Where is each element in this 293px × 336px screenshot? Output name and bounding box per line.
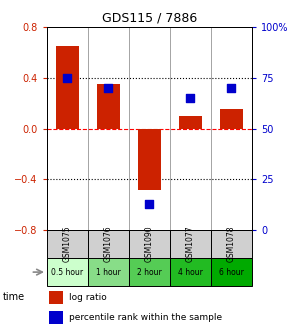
Point	[147, 201, 152, 206]
FancyBboxPatch shape	[170, 230, 211, 258]
Text: GSM1076: GSM1076	[104, 226, 113, 262]
Bar	[49, 311, 63, 324]
FancyBboxPatch shape	[88, 230, 129, 258]
Text: percentile rank within the sample: percentile rank within the sample	[69, 313, 223, 322]
Point	[229, 85, 234, 91]
FancyBboxPatch shape	[88, 258, 129, 286]
Bar	[179, 116, 202, 129]
FancyBboxPatch shape	[211, 258, 252, 286]
Bar	[138, 129, 161, 190]
Point	[106, 85, 111, 91]
FancyBboxPatch shape	[211, 230, 252, 258]
FancyBboxPatch shape	[129, 230, 170, 258]
Text: log ratio: log ratio	[69, 293, 107, 302]
Bar	[56, 46, 79, 129]
Text: time: time	[3, 292, 25, 302]
Text: 1 hour: 1 hour	[96, 267, 121, 277]
Text: 2 hour: 2 hour	[137, 267, 162, 277]
Bar	[49, 291, 63, 304]
Text: 4 hour: 4 hour	[178, 267, 203, 277]
Text: GSM1078: GSM1078	[227, 226, 236, 262]
Bar	[220, 110, 243, 129]
FancyBboxPatch shape	[47, 258, 88, 286]
Text: GSM1075: GSM1075	[63, 226, 72, 262]
FancyBboxPatch shape	[170, 258, 211, 286]
Text: GSM1077: GSM1077	[186, 226, 195, 262]
Title: GDS115 / 7886: GDS115 / 7886	[102, 11, 197, 24]
Text: 6 hour: 6 hour	[219, 267, 244, 277]
Point	[65, 75, 70, 80]
Text: 0.5 hour: 0.5 hour	[51, 267, 84, 277]
FancyBboxPatch shape	[47, 230, 88, 258]
Point	[188, 95, 193, 101]
Text: GSM1090: GSM1090	[145, 226, 154, 262]
Bar	[97, 84, 120, 129]
FancyBboxPatch shape	[129, 258, 170, 286]
